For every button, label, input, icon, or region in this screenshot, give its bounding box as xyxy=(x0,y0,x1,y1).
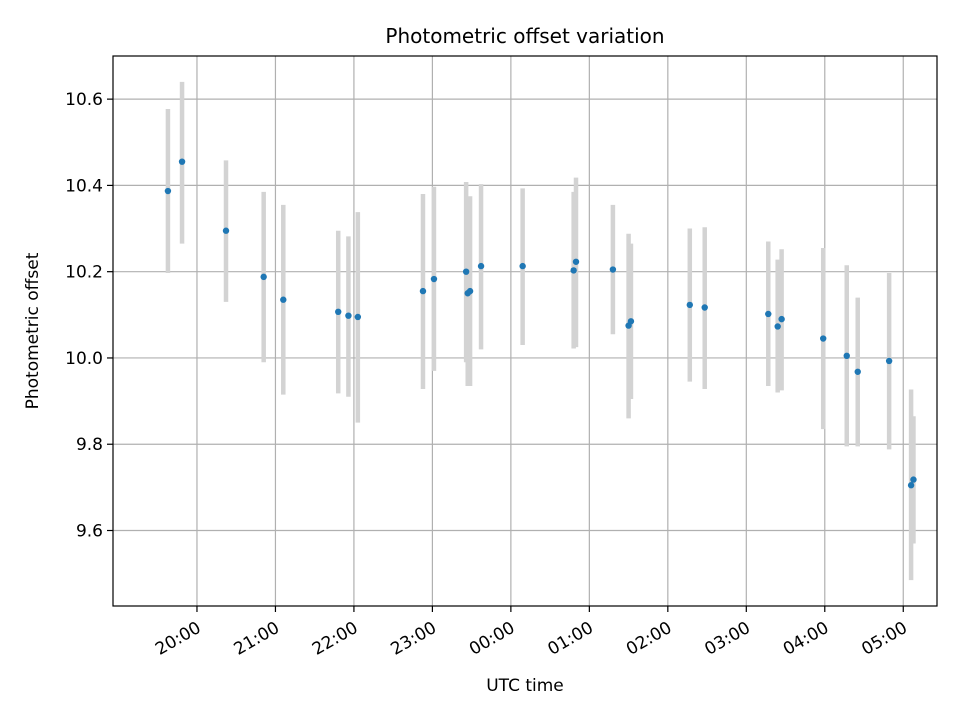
y-tick-label: 9.6 xyxy=(76,522,103,542)
x-tick-label: 01:00 xyxy=(544,618,596,660)
chart-title: Photometric offset variation xyxy=(385,24,664,48)
y-tick-label: 10.2 xyxy=(65,263,103,283)
y-tick-label: 10.6 xyxy=(65,90,103,110)
data-point xyxy=(609,266,617,273)
data-point xyxy=(335,308,342,316)
x-tick-label: 04:00 xyxy=(780,618,832,660)
x-axis: 20:00 21:00 22:00 23:00 00:00 01:00 02:00 03:00… xyxy=(152,606,911,660)
data-point xyxy=(774,323,781,330)
data-point xyxy=(885,357,893,365)
data-point xyxy=(627,318,635,325)
data-point xyxy=(222,227,230,234)
x-axis-label: UTC time xyxy=(486,676,564,696)
data-point xyxy=(572,258,580,265)
data-point xyxy=(765,310,772,318)
error-bars xyxy=(165,81,916,581)
x-tick-label: 20:00 xyxy=(152,618,204,660)
y-axis: 9.6 9.8 10.0 10.2 10.4 10.6 xyxy=(65,90,113,542)
x-tick-label: 03:00 xyxy=(701,618,753,660)
data-point xyxy=(854,368,861,375)
data-point xyxy=(260,273,267,281)
data-point xyxy=(178,158,186,165)
data-point xyxy=(354,313,362,321)
data-point xyxy=(462,268,470,275)
data-point xyxy=(345,312,352,319)
y-axis-label: Photometric offset xyxy=(23,252,43,409)
data-points xyxy=(164,158,917,489)
y-tick-label: 9.8 xyxy=(76,435,103,455)
x-tick-label: 00:00 xyxy=(466,618,518,660)
data-point xyxy=(907,482,915,489)
grid-lines xyxy=(113,56,937,606)
x-tick-label: 02:00 xyxy=(623,618,675,660)
x-tick-label: 23:00 xyxy=(388,618,440,660)
x-tick-label: 21:00 xyxy=(231,618,283,660)
data-point xyxy=(280,296,287,303)
x-tick-label: 22:00 xyxy=(309,618,361,660)
x-tick-label: 05:00 xyxy=(858,618,910,660)
y-tick-label: 10.4 xyxy=(65,176,103,196)
data-point xyxy=(419,287,427,295)
data-point xyxy=(701,304,708,311)
data-point xyxy=(843,352,850,360)
data-point xyxy=(778,315,785,323)
data-point xyxy=(466,287,474,295)
data-point xyxy=(430,275,438,283)
plot-frame xyxy=(112,55,938,607)
data-point xyxy=(519,262,526,270)
data-point xyxy=(477,262,485,270)
data-point xyxy=(570,267,577,274)
data-point xyxy=(164,187,172,195)
data-point xyxy=(820,335,827,342)
data-point xyxy=(910,476,917,483)
data-point xyxy=(686,301,693,309)
y-tick-label: 10.0 xyxy=(65,349,103,369)
